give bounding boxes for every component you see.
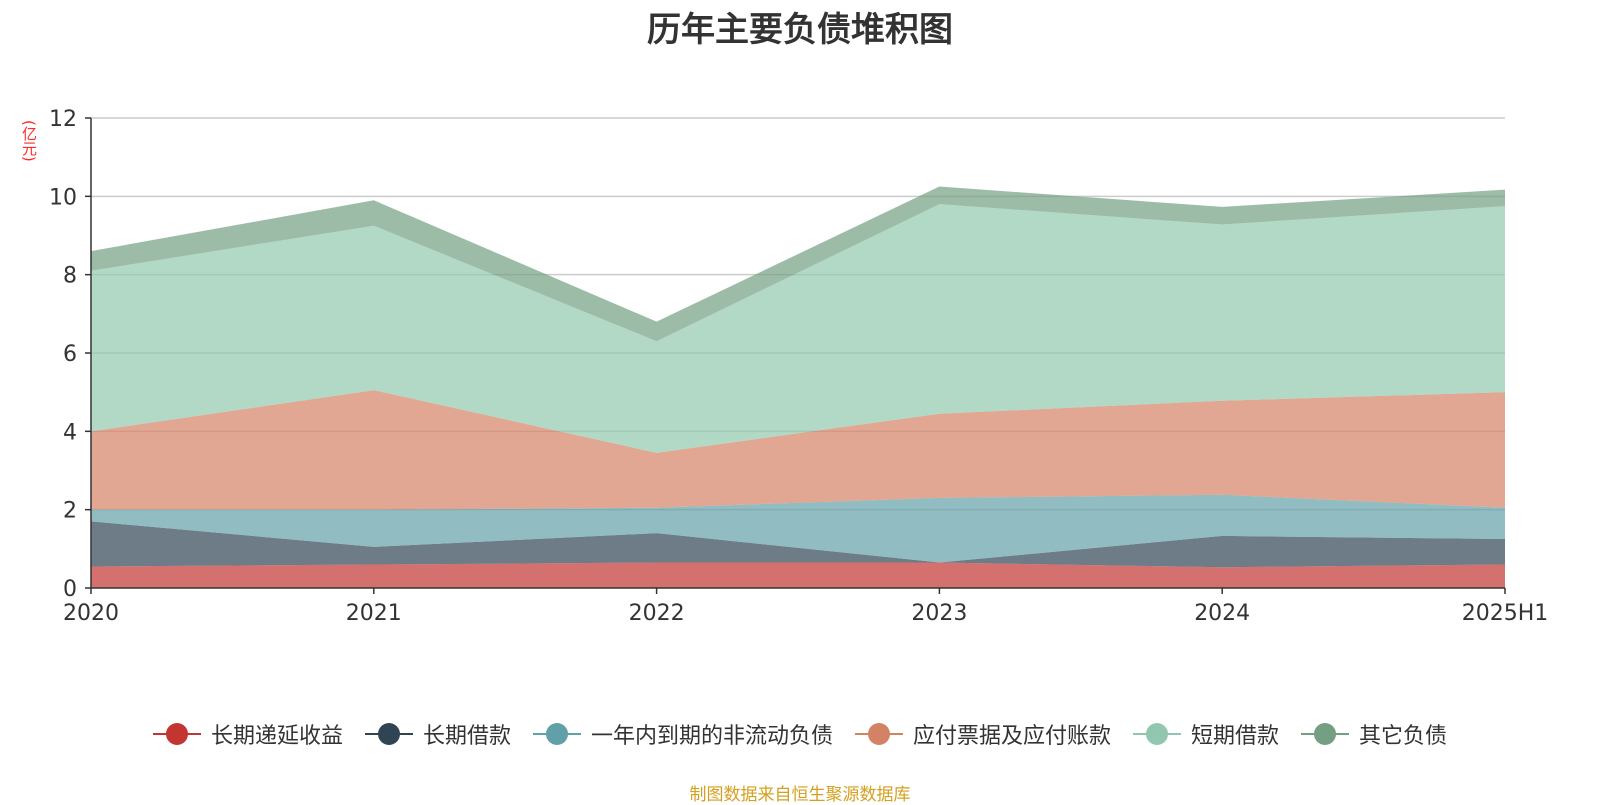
legend-marker-icon (855, 722, 903, 746)
legend-label: 长期借款 (422, 724, 511, 749)
x-tick-label: 2020 (63, 601, 119, 626)
legend-label: 长期递延收益 (210, 724, 343, 749)
x-tick-label: 2024 (1194, 601, 1250, 626)
legend-label: 其它负债 (1359, 724, 1448, 749)
area-2 (91, 521, 1505, 568)
y-tick-label: 10 (49, 185, 77, 210)
legend-item[interactable]: 其它负债 (1301, 718, 1447, 750)
legend-item[interactable]: 长期递延收益 (152, 718, 343, 750)
legend: 长期递延收益 长期借款 一年内到期的非流动负债 应付票据及应付账款 短期借款 其它负债 (0, 718, 1600, 750)
source-note: 制图数据来自恒生聚源数据库 (689, 785, 911, 805)
x-tick-label: 2025H1 (1462, 601, 1549, 626)
y-tick-label: 0 (63, 577, 77, 602)
chart-title: 历年主要负债堆积图 (647, 10, 953, 50)
area-4 (91, 390, 1505, 510)
y-tick-label: 8 (63, 264, 77, 289)
legend-marker-icon (1133, 722, 1182, 746)
legend-marker-icon (1301, 722, 1350, 746)
area-1 (91, 562, 1505, 588)
y-tick-label: 12 (49, 107, 77, 132)
x-tick-label: 2023 (911, 601, 967, 626)
legend-marker-icon (152, 722, 201, 746)
legend-label: 应付票据及应付账款 (913, 724, 1112, 749)
area-6 (91, 186, 1505, 342)
legend-item[interactable]: 应付票据及应付账款 (855, 718, 1111, 750)
area-series (91, 186, 1505, 588)
area-3 (91, 494, 1505, 563)
y-tick-label: 4 (63, 420, 77, 445)
area-5 (91, 204, 1505, 453)
legend-item[interactable]: 长期借款 (364, 718, 511, 750)
legend-marker-icon (364, 722, 413, 746)
y-axis-unit-label: (亿元) (20, 120, 38, 162)
legend-label: 一年内到期的非流动负债 (590, 724, 833, 749)
legend-item[interactable]: 一年内到期的非流动负债 (532, 718, 833, 750)
axes (85, 117, 1506, 594)
legend-label: 短期借款 (1191, 724, 1280, 749)
y-tick-label: 2 (63, 499, 77, 524)
tick-labels: 0 2 4 6 8 10 12 2020 2021 2022 2023 2024 2025H1 (49, 107, 1548, 626)
legend-item[interactable]: 短期借款 (1133, 718, 1279, 750)
x-tick-label: 2022 (629, 601, 685, 626)
x-tick-label: 2021 (346, 601, 402, 626)
stacked-area-chart: 0 2 4 6 8 10 12 2020 2021 2022 2023 2024 2025H1 (49, 107, 1548, 626)
y-tick-label: 6 (63, 342, 77, 367)
legend-marker-icon (532, 722, 581, 746)
